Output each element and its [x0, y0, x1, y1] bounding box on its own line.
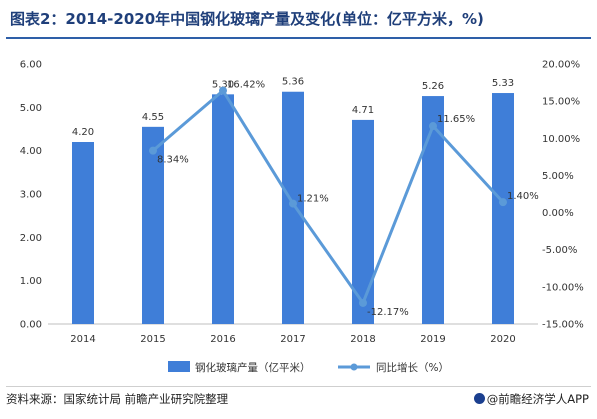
line-point	[219, 86, 227, 95]
x-axis-tick-label: 2018	[350, 334, 375, 345]
x-axis-tick-label: 2014	[70, 334, 95, 345]
bar-value-label: 5.36	[282, 77, 304, 88]
line-value-label: 16.42%	[227, 80, 265, 91]
line-value-label: 1.21%	[297, 194, 329, 205]
left-axis-tick-label: 3.00	[20, 190, 42, 201]
line-series: 8.34% 16.42% 1.21% -12.17% 11.65% 1.40%	[149, 80, 539, 318]
left-axis-tick-label: 1.00	[20, 276, 42, 287]
x-axis-tick-label: 2020	[490, 334, 515, 345]
legend-bar-label: 钢化玻璃产量（亿平米）	[195, 361, 311, 374]
legend-bar-swatch	[168, 361, 190, 372]
right-axis-tick-label: 10.00%	[542, 134, 580, 145]
line-path	[152, 88, 505, 307]
legend: 钢化玻璃产量（亿平米） 同比增长（%）	[168, 361, 449, 374]
bar-value-label: 5.30	[212, 79, 234, 90]
brand-text: @前瞻经济学人APP	[486, 392, 589, 406]
footer-divider	[6, 386, 591, 387]
bar-value-label: 4.55	[142, 112, 164, 123]
bar	[72, 142, 94, 324]
x-axis-tick-label: 2015	[140, 334, 165, 345]
x-axis-tick-label: 2016	[210, 334, 235, 345]
bar-value-label: 5.33	[492, 78, 514, 89]
line-point	[359, 298, 367, 307]
left-axis-tick-label: 2.00	[20, 233, 42, 244]
left-axis-tick-label: 5.00	[20, 103, 42, 114]
legend-line-label: 同比增长（%）	[376, 361, 449, 374]
bar-series: 4.20 4.55 5.30 5.36 4.71 5.26 5.33	[72, 77, 514, 325]
left-axis-tick-label: 0.00	[20, 320, 42, 331]
left-axis: 0.00 1.00 2.00 3.00 4.00 5.00 6.00	[20, 60, 42, 331]
right-axis-tick-label: -5.00%	[542, 245, 577, 256]
bar	[282, 91, 304, 324]
right-axis: -15.00% -10.00% -5.00% 0.00% 5.00% 10.00% 15.0…	[542, 60, 584, 331]
bar	[142, 126, 164, 324]
line-value-label: 8.34%	[157, 155, 189, 166]
bar	[352, 119, 374, 325]
line-point	[289, 199, 297, 208]
bar-value-label: 4.20	[72, 127, 94, 138]
line-point	[429, 122, 437, 131]
right-axis-tick-label: -10.00%	[542, 282, 584, 293]
brand-credit: @前瞻经济学人APP	[473, 391, 589, 407]
title-divider	[6, 37, 591, 39]
left-axis-tick-label: 4.00	[20, 146, 42, 157]
line-value-label: -12.17%	[367, 307, 409, 318]
x-axis-tick-label: 2019	[420, 334, 445, 345]
line-value-label: 11.65%	[437, 114, 475, 125]
bar	[492, 93, 514, 325]
x-axis: 2014 2015 2016 2017 2018 2019 2020	[48, 323, 538, 345]
bar-value-label: 4.71	[352, 105, 374, 116]
right-axis-tick-label: 0.00%	[542, 208, 574, 219]
chart-title: 图表2：2014-2020年中国钢化玻璃产量及变化(单位：亿平方米，%)	[10, 10, 484, 28]
left-axis-tick-label: 6.00	[20, 60, 42, 71]
brand-logo-icon	[473, 393, 485, 404]
bar	[422, 96, 444, 324]
chart: 0.00 1.00 2.00 3.00 4.00 5.00 6.00 -15.00% -10.…	[20, 60, 584, 375]
bar	[212, 94, 234, 324]
right-axis-tick-label: 15.00%	[542, 97, 580, 108]
right-axis-tick-label: 5.00%	[542, 171, 574, 182]
line-point	[149, 146, 157, 155]
bar-value-label: 5.26	[422, 81, 444, 92]
right-axis-tick-label: -15.00%	[542, 320, 584, 331]
legend-line-marker	[350, 363, 358, 371]
line-value-label: 1.40%	[507, 191, 539, 202]
line-point	[499, 198, 507, 207]
right-axis-tick-label: 20.00%	[542, 60, 580, 71]
x-axis-tick-label: 2017	[280, 334, 305, 345]
source-note: 资料来源：国家统计局 前瞻产业研究院整理	[6, 392, 229, 406]
